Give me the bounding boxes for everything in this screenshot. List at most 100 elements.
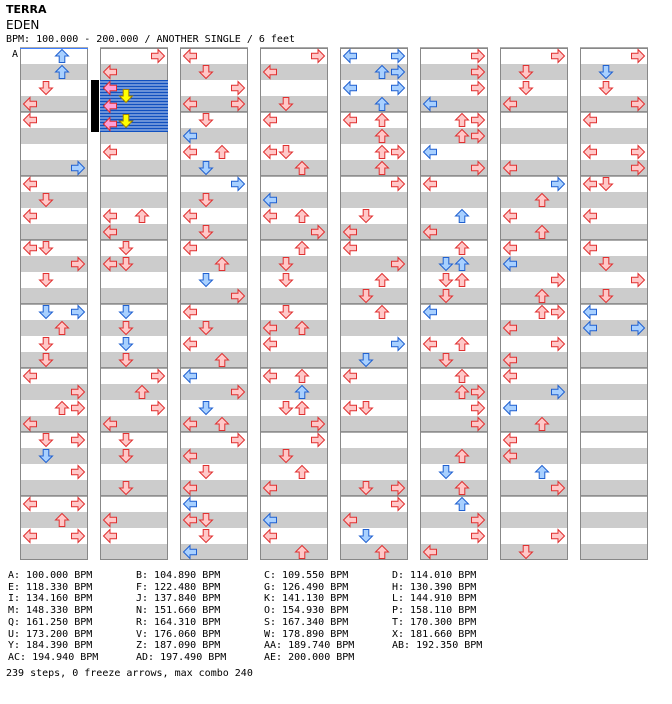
step-arrow-icon xyxy=(358,401,374,416)
step-arrow-shape xyxy=(54,48,70,63)
step-arrow-icon xyxy=(294,368,310,383)
step-arrow-icon xyxy=(631,160,646,176)
step-arrow-shape xyxy=(278,401,294,416)
bpm-entry: F: 122.480 BPM xyxy=(136,581,221,593)
step-arrow-icon xyxy=(391,64,406,80)
step-arrow-icon xyxy=(342,512,357,528)
beat-stripe xyxy=(340,96,408,112)
bpm-entry: AD: 197.490 BPM xyxy=(136,651,227,663)
step-arrow-icon xyxy=(71,384,86,400)
beat-stripe xyxy=(580,64,648,80)
speed-change-marker xyxy=(91,80,99,132)
step-arrow-shape xyxy=(422,336,437,352)
beat-stripe xyxy=(100,288,168,304)
beat-stripe xyxy=(580,544,648,560)
beat-stripe xyxy=(580,288,648,304)
step-arrow-icon xyxy=(582,320,597,336)
beat-stripe xyxy=(180,544,248,560)
step-arrow-shape xyxy=(294,400,310,415)
beat-stripe xyxy=(20,64,88,80)
step-arrow-icon xyxy=(502,96,517,112)
beat-stripe xyxy=(260,160,328,176)
step-arrow-icon xyxy=(102,116,117,132)
beat-stripe xyxy=(180,256,248,272)
bpm-entry: V: 176.060 BPM xyxy=(136,628,221,640)
step-arrow-icon xyxy=(198,465,214,480)
step-arrow-icon xyxy=(551,528,566,544)
beat-stripe xyxy=(340,160,408,176)
step-arrow-icon xyxy=(198,321,214,336)
step-arrow-shape xyxy=(502,96,517,112)
step-arrow-shape xyxy=(374,64,390,79)
step-arrow-shape xyxy=(454,448,470,463)
bpm-entry: Z: 187.090 BPM xyxy=(136,640,221,652)
step-arrow-shape xyxy=(502,432,517,448)
step-arrow-shape xyxy=(198,529,214,544)
step-arrow-icon xyxy=(502,240,517,256)
step-arrow-icon xyxy=(471,112,486,128)
beat-stripe xyxy=(20,320,88,336)
step-arrow-icon xyxy=(358,353,374,368)
step-arrow-icon xyxy=(118,89,134,104)
step-arrow-icon xyxy=(54,48,70,63)
beat-stripe xyxy=(180,96,248,112)
beat-stripe xyxy=(420,384,488,400)
step-arrow-icon xyxy=(198,65,214,80)
step-arrow-shape xyxy=(102,98,117,114)
beat-stripe xyxy=(180,224,248,240)
step-arrow-icon xyxy=(534,416,550,431)
step-arrow-icon xyxy=(422,96,437,112)
step-arrow-shape xyxy=(391,144,406,160)
step-arrow-icon xyxy=(182,480,197,496)
step-arrow-icon xyxy=(391,256,406,272)
beat-stripe xyxy=(340,320,408,336)
step-arrow-icon xyxy=(118,114,134,129)
step-arrow-shape xyxy=(598,81,614,96)
step-arrow-icon xyxy=(118,433,134,448)
bpm-entry: S: 167.340 BPM xyxy=(264,616,349,628)
bpm-entry: Y: 184.390 BPM xyxy=(8,640,93,652)
song-artist: TERRA xyxy=(6,3,47,16)
step-arrow-shape xyxy=(294,320,310,335)
bpm-entry: I: 134.160 BPM xyxy=(8,593,93,605)
bpm-entry: B: 104.890 BPM xyxy=(136,570,221,581)
beat-stripe xyxy=(20,480,88,496)
step-arrow-shape xyxy=(374,128,390,143)
step-arrow-icon xyxy=(294,320,310,335)
bpm-entry: X: 181.660 BPM xyxy=(392,628,477,640)
beat-stripe xyxy=(180,192,248,208)
step-arrow-icon xyxy=(182,96,197,112)
beat-stripe xyxy=(260,128,328,144)
beat-stripe xyxy=(580,192,648,208)
step-arrow-shape xyxy=(502,352,517,368)
beat-stripe xyxy=(340,544,408,560)
step-arrow-shape xyxy=(374,96,390,111)
step-arrow-icon xyxy=(278,401,294,416)
step-arrow-icon xyxy=(358,529,374,544)
beat-stripe xyxy=(580,448,648,464)
step-arrow-shape xyxy=(182,208,197,224)
step-arrow-shape xyxy=(118,257,134,272)
beat-stripe xyxy=(20,256,88,272)
step-arrow-shape xyxy=(374,112,390,127)
step-arrow-shape xyxy=(278,257,294,272)
step-arrow-icon xyxy=(118,257,134,272)
chart-column xyxy=(340,47,408,560)
step-arrow-shape xyxy=(278,97,294,112)
step-arrow-shape xyxy=(22,496,37,512)
step-arrow-shape xyxy=(262,64,277,80)
beat-stripe xyxy=(100,480,168,496)
step-arrow-icon xyxy=(22,96,37,112)
step-arrow-icon xyxy=(198,401,214,416)
beat-stripe xyxy=(340,480,408,496)
step-arrow-shape xyxy=(38,305,54,320)
step-arrow-icon xyxy=(582,304,597,320)
step-chart-grid: A xyxy=(12,47,648,560)
step-arrow-icon xyxy=(151,400,166,416)
step-arrow-icon xyxy=(71,160,86,176)
bpm-entry: K: 141.130 BPM xyxy=(264,593,349,605)
step-arrow-shape xyxy=(102,64,117,80)
beat-stripe xyxy=(500,224,568,240)
step-arrow-shape xyxy=(38,449,54,464)
step-arrow-shape xyxy=(422,304,437,320)
